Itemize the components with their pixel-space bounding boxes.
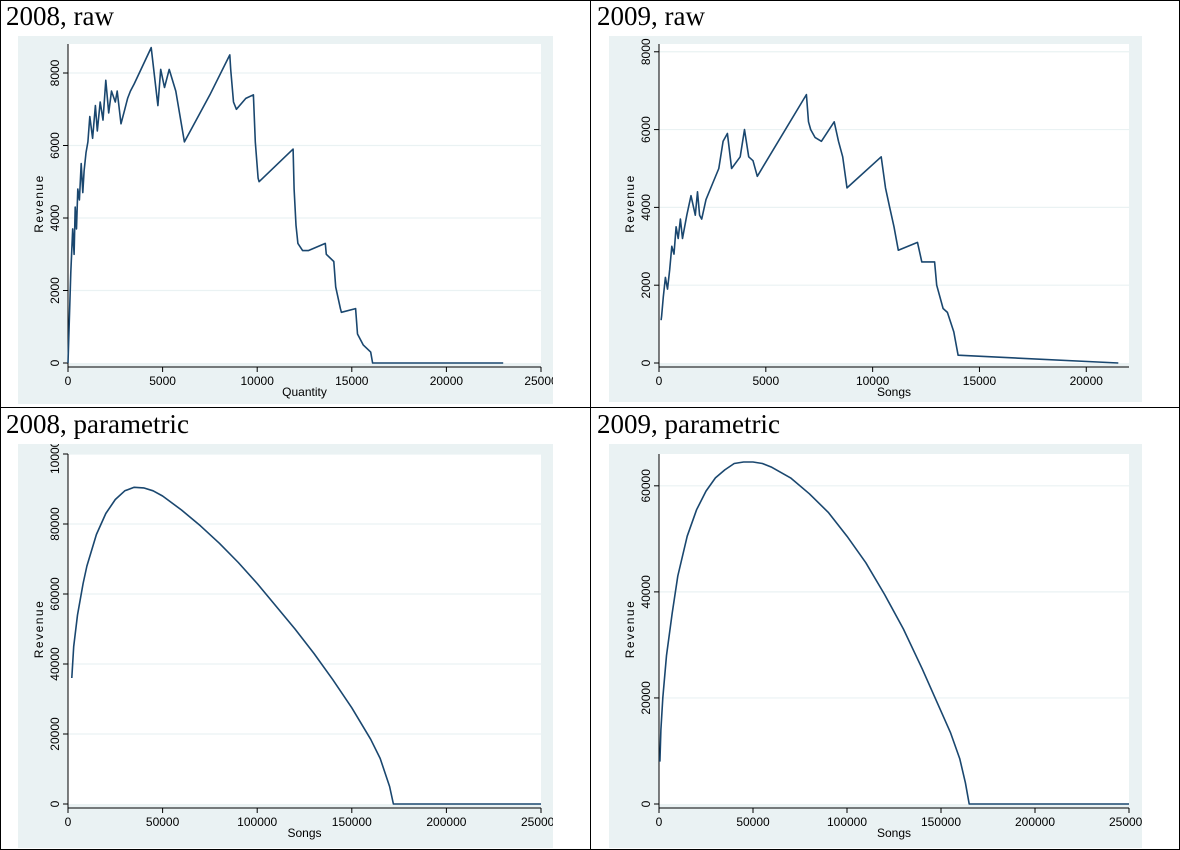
chart-2008-raw: 0 2000 4000 6000 8000 0 5000 10000 15000 20000 250…	[18, 36, 553, 404]
x-axis-title: Songs	[877, 826, 911, 840]
series-line	[659, 461, 1129, 805]
series-line	[67, 46, 504, 364]
y-axis-title: Revenue	[32, 600, 46, 659]
y-tick-label: 6000	[48, 132, 62, 159]
series-line	[660, 93, 1119, 364]
x-tick-label: 10000	[856, 374, 890, 388]
y-tick-label: 4000	[48, 204, 62, 231]
x-tick-label: 15000	[335, 374, 369, 388]
y-tick-label: 20000	[48, 717, 62, 751]
y-tick-label: 60000	[639, 469, 653, 503]
x-tick-label: 100000	[827, 815, 867, 829]
y-axis-title: Revenue	[623, 174, 637, 233]
x-tick-label: 200000	[426, 815, 466, 829]
plot-area	[659, 44, 1129, 363]
y-tick-label: 6000	[639, 116, 653, 143]
x-tick-label: 20000	[430, 374, 464, 388]
x-tick-label: 50000	[146, 815, 180, 829]
y-tick-label: 60000	[48, 577, 62, 611]
y-axis-title: Revenue	[32, 174, 46, 233]
y-tick-label: 80000	[48, 507, 62, 541]
y-tick-label: 4000	[639, 194, 653, 221]
x-tick-label: 0	[65, 815, 72, 829]
y-tick-label: 2000	[639, 272, 653, 299]
y-tick-label: 8000	[639, 38, 653, 65]
x-tick-label: 10000	[241, 374, 275, 388]
y-tick-label: 8000	[48, 59, 62, 86]
x-tick-label: 0	[656, 815, 663, 829]
x-tick-label: 250000	[521, 815, 553, 829]
x-tick-label: 150000	[332, 815, 372, 829]
x-tick-label: 250000	[1109, 815, 1142, 829]
x-axis-title: Songs	[877, 385, 911, 399]
chart-2009-raw: 0 2000 4000 6000 8000 0 5000 10000 15000 20000 Son…	[609, 36, 1142, 402]
chart-2009-parametric: 0 20000 40000 60000 0 50000 100000 150000 200000…	[609, 444, 1142, 848]
x-tick-label: 5000	[752, 374, 779, 388]
x-tick-label: 15000	[963, 374, 997, 388]
y-tick-label: 40000	[48, 647, 62, 681]
x-axis-title: Quantity	[282, 385, 327, 399]
y-tick-label: 0	[639, 800, 653, 807]
y-axis-title: Revenue	[623, 600, 637, 659]
panel-title-2008-raw: 2008, raw	[6, 1, 114, 31]
y-tick-label: 40000	[639, 575, 653, 609]
x-tick-label: 0	[656, 374, 663, 388]
panel-title-2009-parametric: 2009, parametric	[597, 409, 780, 439]
series-line	[71, 486, 541, 805]
x-tick-label: 50000	[736, 815, 770, 829]
x-tick-label: 150000	[921, 815, 961, 829]
x-tick-label: 5000	[149, 374, 176, 388]
table-border-center	[590, 0, 591, 850]
x-tick-label: 100000	[237, 815, 277, 829]
y-tick-label: 0	[48, 359, 62, 366]
plot-area	[68, 454, 541, 804]
table-border-left	[0, 0, 1, 850]
x-axis-title: Songs	[287, 826, 321, 840]
y-tick-label: 0	[48, 800, 62, 807]
y-tick-label: 2000	[48, 277, 62, 304]
panel-title-2009-raw: 2009, raw	[597, 1, 705, 31]
x-tick-label: 25000	[524, 374, 553, 388]
y-tick-label: 100000	[48, 444, 62, 474]
plot-area	[659, 454, 1129, 804]
y-tick-label: 20000	[639, 681, 653, 715]
panel-title-2008-parametric: 2008, parametric	[6, 409, 189, 439]
plot-area	[68, 44, 541, 363]
y-tick-label: 0	[639, 359, 653, 366]
x-tick-label: 0	[65, 374, 72, 388]
chart-2008-parametric: 0 20000 40000 60000 80000 100000 0 50000 100000 1…	[18, 444, 553, 848]
x-tick-label: 200000	[1015, 815, 1055, 829]
x-tick-label: 20000	[1070, 374, 1104, 388]
